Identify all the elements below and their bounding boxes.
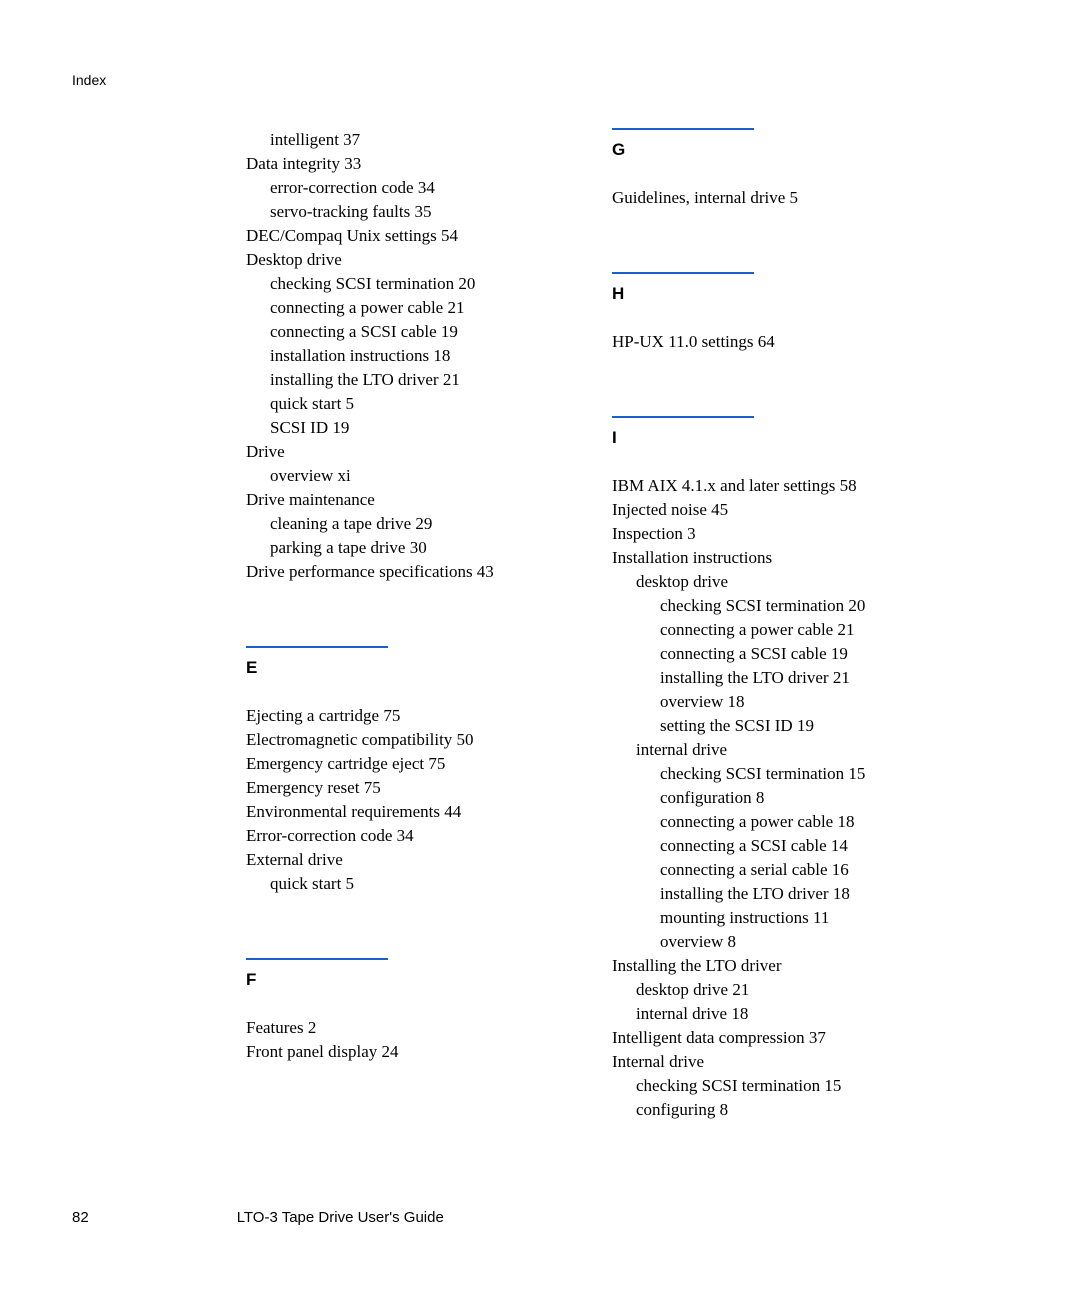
- index-entry: cleaning a tape drive 29: [246, 512, 582, 536]
- index-entry: connecting a SCSI cable 14: [612, 834, 972, 858]
- index-entry: connecting a SCSI cable 19: [246, 320, 582, 344]
- index-entry: IBM AIX 4.1.x and later settings 58: [612, 474, 972, 498]
- index-entry: configuration 8: [612, 786, 972, 810]
- index-entry: Installation instructions: [612, 546, 972, 570]
- index-entry: checking SCSI termination 15: [612, 1074, 972, 1098]
- index-entry: intelligent 37: [246, 128, 582, 152]
- index-entry: Data integrity 33: [246, 152, 582, 176]
- section-e-heading: E: [246, 646, 582, 678]
- index-entry: Installing the LTO driver: [612, 954, 972, 978]
- index-entry: Electromagnetic compatibility 50: [246, 728, 582, 752]
- section-g-body: Guidelines, internal drive 5: [612, 186, 972, 210]
- index-entry: Desktop drive: [246, 248, 582, 272]
- index-entry: Intelligent data compression 37: [612, 1026, 972, 1050]
- document-title: LTO-3 Tape Drive User's Guide: [237, 1209, 444, 1226]
- index-entry: installing the LTO driver 18: [612, 882, 972, 906]
- index-entry: setting the SCSI ID 19: [612, 714, 972, 738]
- index-entry: connecting a power cable 21: [246, 296, 582, 320]
- index-entry: External drive: [246, 848, 582, 872]
- section-i-heading: I: [612, 416, 972, 448]
- index-entry: quick start 5: [246, 872, 582, 896]
- section-rule: [612, 272, 754, 274]
- index-entry: Drive: [246, 440, 582, 464]
- index-entry: checking SCSI termination 20: [612, 594, 972, 618]
- index-entry: Ejecting a cartridge 75: [246, 704, 582, 728]
- index-entry: error-correction code 34: [246, 176, 582, 200]
- index-entry: HP-UX 11.0 settings 64: [612, 330, 972, 354]
- section-h-body: HP-UX 11.0 settings 64: [612, 330, 972, 354]
- index-entry: installing the LTO driver 21: [612, 666, 972, 690]
- index-entry: desktop drive: [612, 570, 972, 594]
- section-e-body: Ejecting a cartridge 75Electromagnetic c…: [246, 704, 582, 896]
- index-entry: Front panel display 24: [246, 1040, 582, 1064]
- section-f-body: Features 2Front panel display 24: [246, 1016, 582, 1064]
- index-entry: Drive maintenance: [246, 488, 582, 512]
- index-entry: servo-tracking faults 35: [246, 200, 582, 224]
- index-entry: Emergency cartridge eject 75: [246, 752, 582, 776]
- index-entry: installing the LTO driver 21: [246, 368, 582, 392]
- section-letter-e: E: [246, 658, 582, 678]
- page-number: 82: [72, 1209, 89, 1226]
- index-entry: checking SCSI termination 15: [612, 762, 972, 786]
- left-column: intelligent 37Data integrity 33error-cor…: [246, 128, 582, 1122]
- index-entry: overview xi: [246, 464, 582, 488]
- index-entry: Inspection 3: [612, 522, 972, 546]
- index-entry: parking a tape drive 30: [246, 536, 582, 560]
- section-g-heading: G: [612, 128, 972, 160]
- index-entry: desktop drive 21: [612, 978, 972, 1002]
- page-footer: 82 LTO-3 Tape Drive User's Guide: [72, 1209, 1008, 1226]
- index-entry: Error-correction code 34: [246, 824, 582, 848]
- index-entry: internal drive 18: [612, 1002, 972, 1026]
- index-entry: Guidelines, internal drive 5: [612, 186, 972, 210]
- page-header: Index: [72, 72, 106, 88]
- index-entry: quick start 5: [246, 392, 582, 416]
- section-h-heading: H: [612, 272, 972, 304]
- index-entry: overview 8: [612, 930, 972, 954]
- index-entry: DEC/Compaq Unix settings 54: [246, 224, 582, 248]
- right-column: G Guidelines, internal drive 5 H HP-UX 1…: [612, 128, 972, 1122]
- d-continuation: intelligent 37Data integrity 33error-cor…: [246, 128, 582, 584]
- index-entry: Emergency reset 75: [246, 776, 582, 800]
- section-rule: [246, 958, 388, 960]
- index-entry: Drive performance specifications 43: [246, 560, 582, 584]
- index-entry: connecting a power cable 18: [612, 810, 972, 834]
- index-entry: Features 2: [246, 1016, 582, 1040]
- index-entry: Environmental requirements 44: [246, 800, 582, 824]
- index-entry: Internal drive: [612, 1050, 972, 1074]
- section-letter-g: G: [612, 140, 972, 160]
- section-letter-h: H: [612, 284, 972, 304]
- index-entry: mounting instructions 11: [612, 906, 972, 930]
- index-content: intelligent 37Data integrity 33error-cor…: [246, 128, 1000, 1122]
- index-entry: checking SCSI termination 20: [246, 272, 582, 296]
- index-entry: connecting a SCSI cable 19: [612, 642, 972, 666]
- section-f-heading: F: [246, 958, 582, 990]
- section-rule: [246, 646, 388, 648]
- index-entry: overview 18: [612, 690, 972, 714]
- index-entry: Injected noise 45: [612, 498, 972, 522]
- section-letter-f: F: [246, 970, 582, 990]
- index-entry: SCSI ID 19: [246, 416, 582, 440]
- section-letter-i: I: [612, 428, 972, 448]
- section-i-body: IBM AIX 4.1.x and later settings 58Injec…: [612, 474, 972, 1122]
- index-entry: installation instructions 18: [246, 344, 582, 368]
- section-rule: [612, 128, 754, 130]
- index-entry: connecting a power cable 21: [612, 618, 972, 642]
- index-entry: connecting a serial cable 16: [612, 858, 972, 882]
- index-entry: configuring 8: [612, 1098, 972, 1122]
- index-entry: internal drive: [612, 738, 972, 762]
- section-rule: [612, 416, 754, 418]
